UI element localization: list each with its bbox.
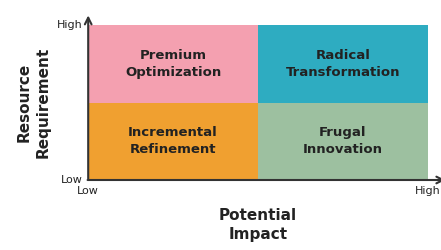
Text: Frugal
Innovation: Frugal Innovation [303, 126, 383, 156]
Bar [88, 25, 258, 102]
Bar [258, 102, 428, 180]
Text: Radical
Transformation: Radical Transformation [286, 49, 400, 79]
Text: Low: Low [61, 175, 83, 185]
Text: High: High [57, 20, 83, 30]
Text: High: High [415, 186, 441, 196]
Text: Potential
Impact: Potential Impact [219, 208, 297, 242]
Text: Premium
Optimization: Premium Optimization [125, 49, 221, 79]
Text: Incremental
Refinement: Incremental Refinement [128, 126, 218, 156]
Text: Low: Low [77, 186, 99, 196]
Bar [88, 102, 258, 180]
Bar [258, 25, 428, 102]
Text: Resource
Requirement: Resource Requirement [17, 47, 51, 158]
